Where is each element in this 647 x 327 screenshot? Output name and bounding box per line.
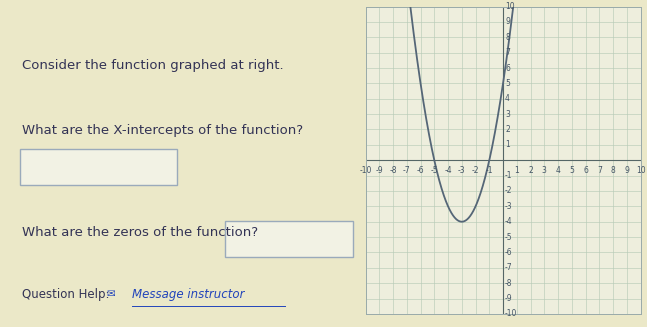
Text: 5: 5: [505, 79, 510, 88]
Text: -4: -4: [444, 165, 452, 175]
Text: -2: -2: [472, 165, 479, 175]
Text: -10: -10: [359, 165, 372, 175]
Text: 4: 4: [505, 94, 510, 103]
Text: 9: 9: [624, 165, 630, 175]
Text: -10: -10: [505, 309, 518, 318]
Text: 2: 2: [505, 125, 510, 134]
Text: -5: -5: [505, 232, 512, 242]
Text: 1: 1: [505, 140, 510, 149]
Text: What are the zeros of the function?: What are the zeros of the function?: [22, 226, 258, 239]
Text: 3: 3: [542, 165, 547, 175]
Text: 4: 4: [556, 165, 560, 175]
Text: -9: -9: [375, 165, 383, 175]
Text: 2: 2: [528, 165, 533, 175]
Text: -4: -4: [505, 217, 512, 226]
Text: 9: 9: [505, 17, 510, 26]
Text: 8: 8: [611, 165, 615, 175]
Text: 6: 6: [583, 165, 588, 175]
Text: -1: -1: [485, 165, 493, 175]
Text: -7: -7: [403, 165, 411, 175]
Text: 8: 8: [505, 33, 510, 42]
Text: -3: -3: [458, 165, 466, 175]
Text: Consider the function graphed at right.: Consider the function graphed at right.: [22, 59, 283, 72]
Text: -2: -2: [505, 186, 512, 196]
Text: Message instructor: Message instructor: [131, 288, 244, 301]
Text: -8: -8: [505, 279, 512, 288]
Text: -6: -6: [417, 165, 424, 175]
Text: 7: 7: [505, 48, 510, 57]
Text: -7: -7: [505, 263, 512, 272]
Text: Question Help:: Question Help:: [22, 288, 109, 301]
Text: -9: -9: [505, 294, 512, 303]
Text: What are the X-intercepts of the function?: What are the X-intercepts of the functio…: [22, 124, 303, 137]
Text: 10: 10: [505, 2, 515, 11]
Text: -8: -8: [389, 165, 397, 175]
FancyBboxPatch shape: [225, 221, 353, 257]
Text: -5: -5: [430, 165, 438, 175]
Text: ✉: ✉: [106, 289, 115, 299]
Text: -1: -1: [505, 171, 512, 180]
Text: 6: 6: [505, 63, 510, 73]
Text: 1: 1: [514, 165, 519, 175]
FancyBboxPatch shape: [20, 149, 177, 185]
Text: 10: 10: [636, 165, 645, 175]
Text: 5: 5: [569, 165, 575, 175]
Text: 3: 3: [505, 110, 510, 119]
Text: -6: -6: [505, 248, 512, 257]
Text: -3: -3: [505, 202, 512, 211]
Text: 7: 7: [597, 165, 602, 175]
